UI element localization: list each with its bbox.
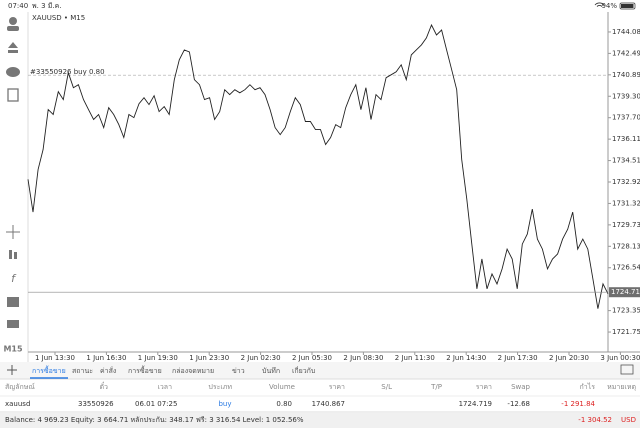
column-header: ราคา (476, 383, 492, 391)
y-tick-label: 1723.350 (612, 307, 640, 315)
account-icon-body (7, 26, 19, 31)
x-tick-label: 2 Jun 14:30 (446, 354, 486, 362)
chat-icon[interactable] (6, 67, 20, 77)
battery-level: 94% (601, 2, 617, 10)
x-tick-label: 1 Jun 13:30 (35, 354, 75, 362)
total-profit: -1 304.52 (578, 416, 612, 424)
price-line (27, 23, 609, 309)
table-cell: 1724.719 (459, 400, 492, 408)
table-cell: -12.68 (507, 400, 530, 408)
account-summary: Balance: 4 969.23 Equity: 3 664.71 หลักป… (5, 416, 304, 424)
x-tick-label: 3 Jun 00:30 (600, 354, 640, 362)
x-tick-label: 2 Jun 08:30 (343, 354, 383, 362)
y-tick-label: 1737.705 (612, 114, 640, 122)
column-header: เวลา (157, 383, 172, 391)
x-tick-label: 1 Jun 16:30 (86, 354, 126, 362)
tab[interactable]: การซื้อขาย (32, 364, 66, 375)
x-tick-label: 2 Jun 05:30 (292, 354, 332, 362)
column-header: ตั๋ว (100, 382, 109, 391)
objects-icon[interactable] (7, 297, 19, 307)
column-header: ประเภท (208, 383, 232, 391)
x-tick-label: 2 Jun 20:30 (549, 354, 589, 362)
indicators-icon-b (14, 252, 17, 259)
tab[interactable]: สถานะ (72, 367, 93, 375)
templates-icon[interactable] (7, 320, 19, 328)
column-header: หมายเหตุ (607, 383, 636, 391)
column-header: S/L (381, 383, 392, 391)
crosshair-icon[interactable] (6, 225, 20, 239)
y-tick-label: 1721.755 (612, 328, 640, 336)
current-price-label: 1724.719 (611, 288, 640, 296)
y-tick-label: 1731.325 (612, 199, 640, 207)
timeframe-button[interactable]: M15 (3, 345, 23, 354)
y-tick-label: 1734.515 (612, 157, 640, 165)
column-header: T/P (430, 383, 442, 391)
x-tick-label: 1 Jun 23:30 (189, 354, 229, 362)
footer-bar (0, 413, 640, 428)
new-order-icon[interactable] (7, 88, 19, 102)
currency: USD (621, 416, 636, 424)
y-tick-label: 1732.920 (612, 178, 640, 186)
tab[interactable]: ข่าว (232, 367, 245, 375)
indicators-icon[interactable] (9, 250, 12, 259)
tab[interactable]: เกี่ยวกับ (292, 366, 315, 375)
column-header: Swap (511, 383, 530, 391)
x-tick-label: 1 Jun 19:30 (138, 354, 178, 362)
tab[interactable]: กล่องจดหมาย (172, 367, 214, 375)
tab[interactable]: บันทึก (262, 366, 280, 375)
y-tick-label: 1742.49 (612, 49, 640, 57)
table-cell: xauusd (5, 400, 30, 408)
current-price-box (609, 287, 640, 298)
y-tick-label: 1736.110 (612, 135, 640, 143)
x-tick-label: 2 Jun 11:30 (395, 354, 435, 362)
add-button[interactable] (7, 365, 17, 375)
table-cell: buy (218, 400, 231, 408)
account-icon[interactable] (9, 17, 17, 25)
wifi-icon (594, 2, 605, 7)
battery-icon (619, 2, 636, 10)
tab[interactable]: ค่าสั่ง (100, 366, 116, 375)
column-header: ราคา (329, 383, 345, 391)
clock: 07:40 (8, 2, 28, 10)
table-cell: 0.80 (276, 400, 292, 408)
tab-bar (0, 362, 640, 379)
x-tick-label: 2 Jun 17:30 (498, 354, 538, 362)
symbol-title: XAUUSD • M15 (32, 14, 85, 22)
y-tick-label: 1739.300 (612, 92, 640, 100)
order-label: #33550926 buy 0.80 (30, 68, 105, 76)
battery-fill (621, 4, 634, 8)
table-cell: -1 291.84 (561, 400, 595, 408)
layout-button[interactable] (620, 364, 634, 375)
trade-icon[interactable] (8, 42, 18, 53)
y-tick-label: 1726.540 (612, 264, 640, 272)
x-tick-label: 2 Jun 02:30 (241, 354, 281, 362)
column-header: สัญลักษณ์ (5, 383, 35, 391)
tab[interactable]: การซื้อขาย (128, 364, 162, 375)
toolbar: f (6, 17, 20, 328)
table-cell: 1740.867 (312, 400, 345, 408)
table-cell: 33550926 (78, 400, 114, 408)
y-tick-label: 1728.135 (612, 242, 640, 250)
y-tick-label: 1740.895 (612, 71, 640, 79)
date: พ. 3 มี.ค. (32, 2, 62, 10)
y-tick-label: 1729.730 (612, 221, 640, 229)
table-cell: 06.01 07:25 (135, 400, 177, 408)
column-header: กำไร (580, 382, 596, 391)
column-header: Volume (269, 383, 295, 391)
function-icon[interactable]: f (11, 272, 17, 285)
y-tick-label: 1744.085 (612, 28, 640, 36)
